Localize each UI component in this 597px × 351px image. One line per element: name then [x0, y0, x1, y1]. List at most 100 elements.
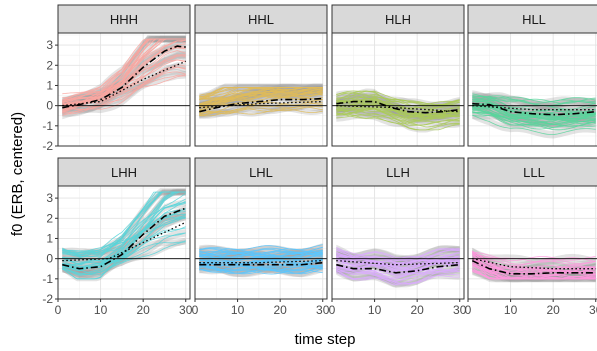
- facet-strip-label: LHL: [249, 165, 273, 180]
- facet-strip: [194, 4, 328, 34]
- trajectory-line: [336, 101, 460, 119]
- panel-background: [332, 33, 464, 146]
- x-tick-label: 30: [589, 303, 597, 317]
- trajectory-line: [336, 108, 460, 126]
- panel-background: [195, 186, 327, 299]
- trajectory-line: [336, 248, 460, 262]
- panel-border: [194, 185, 328, 300]
- y-tick-label: 1: [46, 231, 53, 245]
- trajectory-line: [472, 95, 596, 104]
- x-tick-label: 10: [504, 303, 518, 317]
- trajectory-line: [472, 106, 596, 120]
- confidence-ribbon: [62, 35, 186, 112]
- facet-strip: [467, 4, 597, 34]
- panel-background: [332, 186, 464, 299]
- trajectory-line: [199, 101, 323, 116]
- facet-lhl: LHL 0 10 20 30: [192, 157, 330, 317]
- x-tick-label: 10: [231, 303, 245, 317]
- panel-plot-area: [195, 83, 327, 119]
- facet-strip-label: LHH: [111, 165, 137, 180]
- dotted-mean-line: [62, 221, 186, 262]
- trajectory-line: [199, 265, 323, 272]
- panel-border: [57, 32, 191, 147]
- mean-line: [336, 263, 460, 274]
- trajectory-line: [62, 232, 186, 265]
- confidence-ribbon: [199, 83, 323, 104]
- facet-strip-label: HHL: [248, 12, 274, 27]
- confidence-ribbon: [62, 51, 186, 114]
- dotted-mean-line: [199, 260, 323, 264]
- confidence-ribbon: [62, 37, 186, 106]
- facet-llh: LLH 0 10 20 30: [329, 157, 467, 317]
- trajectory-line: [62, 210, 186, 276]
- y-tick-label: 2: [46, 211, 53, 225]
- trajectory-line: [199, 87, 323, 107]
- trajectory-line: [199, 91, 323, 106]
- trajectory-line: [62, 38, 186, 104]
- confidence-ribbon: [472, 255, 596, 280]
- dotted-mean-line: [472, 104, 596, 111]
- trajectory-line: [472, 252, 596, 262]
- y-axis-title: f0 (ERB, centered): [9, 112, 26, 236]
- x-tick-label: 0: [55, 303, 62, 317]
- panel-border: [331, 185, 465, 300]
- trajectory-line: [336, 262, 460, 275]
- trajectory-line: [199, 246, 323, 254]
- trajectory-line: [472, 111, 596, 123]
- confidence-ribbon: [199, 106, 323, 118]
- series-trajectories: [199, 87, 323, 117]
- panel-plot-area: [468, 90, 597, 139]
- x-tick-label: 20: [273, 303, 287, 317]
- panel-border: [194, 32, 328, 147]
- trajectory-line: [199, 91, 323, 101]
- x-axis-title: time step: [295, 331, 356, 348]
- confidence-ribbon: [336, 245, 460, 264]
- confidence-ribbon: [472, 93, 596, 113]
- trajectory-line: [199, 244, 323, 251]
- mean-line: [199, 261, 323, 266]
- trajectory-line: [336, 103, 460, 121]
- panel-plot-area: [58, 35, 190, 120]
- confidence-ribbon: [336, 266, 460, 287]
- trajectory-line: [199, 253, 323, 262]
- trajectory-line: [62, 216, 186, 254]
- trajectory-line: [336, 270, 460, 284]
- trajectory-line: [62, 202, 186, 272]
- series-trajectories: [472, 93, 596, 135]
- trajectory-line: [472, 93, 596, 115]
- trajectory-line: [199, 87, 323, 101]
- trajectory-line: [336, 259, 460, 269]
- trajectory-line: [199, 265, 323, 272]
- trajectory-line: [199, 108, 323, 116]
- trajectory-line: [199, 263, 323, 271]
- panel-plot-area: [58, 188, 190, 282]
- x-tick-label: 0: [192, 303, 199, 317]
- panel-plot-area: [468, 247, 597, 283]
- dotted-mean-line: [336, 260, 460, 266]
- confidence-ribbon: [62, 204, 186, 265]
- trajectory-line: [472, 252, 596, 273]
- trajectory-line: [472, 265, 596, 280]
- facet-hhh: HHH -2 -1 0 1 2 3: [42, 4, 191, 153]
- trajectory-line: [62, 191, 186, 280]
- trajectory-line: [336, 268, 460, 282]
- facet-lll: LLL 0 10 20 30: [465, 157, 597, 317]
- panel-border: [467, 32, 597, 147]
- panel-border: [57, 185, 191, 300]
- trajectory-line: [62, 191, 186, 275]
- trajectory-line: [62, 39, 186, 103]
- dotted-mean-line: [336, 104, 460, 113]
- trajectory-line: [336, 256, 460, 271]
- trajectory-line: [336, 93, 460, 109]
- facet-strip-label: HHH: [110, 12, 138, 27]
- x-tick-label: 20: [410, 303, 424, 317]
- facet-hhl: HHL: [194, 4, 328, 147]
- confidence-ribbon: [336, 254, 460, 274]
- trajectory-line: [199, 88, 323, 114]
- x-tick-label: 0: [329, 303, 336, 317]
- trajectory-line: [199, 93, 323, 108]
- x-tick-label: 30: [453, 303, 467, 317]
- facet-strip-label: LLL: [523, 165, 545, 180]
